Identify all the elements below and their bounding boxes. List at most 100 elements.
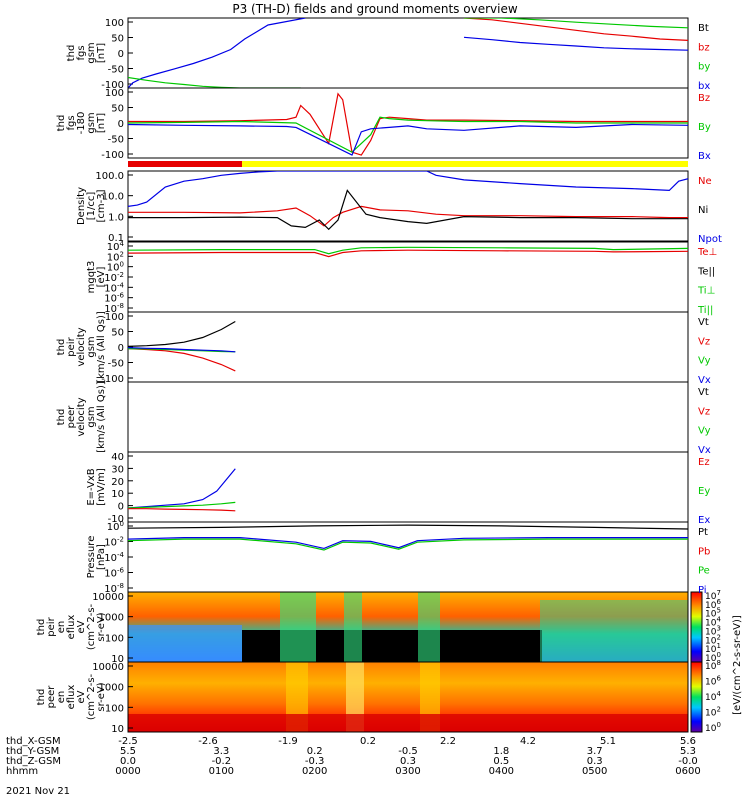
electron-spectrogram-ylabel: eV [76, 690, 87, 703]
ion-spectrogram-ylabel: sr-eV) [96, 612, 107, 641]
fgl-ylabel: [nT] [96, 113, 107, 133]
efield-ytick-label: 40 [111, 452, 124, 463]
x-tick-label: 0300 [395, 766, 420, 777]
efield-series-Ey [128, 501, 236, 509]
electron-spectrogram-ytick-label: 1000 [99, 683, 124, 694]
x-tick-label: 0.2 [360, 736, 376, 747]
fgl-ytick-label: 100 [105, 88, 124, 99]
electron-spectrogram-ylabel: sr-eV) [96, 682, 107, 711]
pressure-ylabel: Pressure [86, 536, 97, 579]
efield-ytick-label: -10 [108, 514, 124, 525]
plot-title: P3 (TH-D) fields and ground moments over… [232, 2, 517, 16]
ion-spectrogram-left-lowband [128, 625, 242, 662]
ion-velocity-ytick-label: -100 [101, 374, 124, 385]
fgl-ytick-label: -100 [101, 150, 124, 161]
ion-velocity-ytick-label: 50 [111, 328, 124, 339]
electron-spectrogram-ylabel: en [56, 691, 67, 704]
pressure-legend-Pe: Pe [698, 566, 710, 577]
pressure-ytick-label: 10-6 [104, 567, 124, 580]
ion-spectrogram-panel: 10000 1000 100 10 thd peir en eflux eV (cm^2-s-sr… [36, 589, 721, 665]
fgl-ytick-label: -50 [108, 135, 124, 146]
electron-velocity-legend-Vz: Vz [698, 406, 710, 417]
electron-velocity-ylabel: thd [56, 409, 67, 426]
pressure-ytick-label: 10-2 [104, 536, 124, 549]
ion-velocity-series-Vy [128, 348, 236, 353]
x-tick-label: 0200 [302, 766, 327, 777]
efield-series-Ex [128, 468, 236, 509]
ion-velocity-ylabel: gsm [86, 336, 97, 357]
fgl-ylabel: gsm [86, 112, 97, 133]
x-tick-label: 0600 [675, 766, 700, 777]
x-tick-label: -1.9 [278, 736, 298, 747]
density-ytick-label: 0.1 [108, 233, 124, 244]
ion-velocity-ylabel: [km/s (All Qs)] [96, 311, 107, 383]
fgl-ylabel: -180 [76, 112, 87, 135]
electron-spectrogram [128, 662, 688, 732]
x-row-label: thd_X-GSM [6, 736, 61, 747]
efield-ytick-label: 30 [111, 464, 124, 475]
x-tick-label: 5.5 [120, 746, 136, 757]
density-panel: 100.0 10.0 1.0 0.1 Density [1/cc] [cm-3] Ne Ni Np… [76, 170, 722, 245]
fgl-ylabel: fgs [66, 115, 77, 130]
efield-series-Ez [128, 508, 236, 512]
ion-spectrogram-ylabel: (cm^2-s- [86, 603, 97, 650]
ion-spectrogram-channel-1 [280, 592, 316, 662]
fgs-series-by [464, 18, 688, 29]
fgs-legend-bx: bx [698, 81, 710, 92]
efield-ylabel: E=-VxB [86, 468, 97, 505]
temperature-ylabel: mgqt3 [86, 261, 97, 294]
density-ytick-label: 100.0 [95, 171, 124, 182]
x-tick-label: 4.2 [520, 736, 536, 747]
efield-ytick-label: 0 [118, 502, 124, 513]
temperature-legend-Te⊥: Te⊥ [697, 247, 717, 258]
electron-velocity-frame [127, 381, 689, 453]
fgs-series-bx [128, 18, 306, 88]
x-tick-label: 2.2 [440, 736, 456, 747]
fgs-legend-Bt: Bt [698, 23, 709, 34]
fgs-ylabel: fgs [76, 45, 87, 60]
efield-ylabel: [mV/m] [96, 468, 107, 506]
density-ylabel: Density [76, 187, 87, 225]
ion-velocity-panel: 100 50 0 -50 -100 thd peir velocity gsm [km/s (Al… [56, 311, 711, 386]
fgs-ylabel: [nT] [96, 43, 107, 63]
pressure-series-Pt [128, 524, 688, 530]
electron-colorbar [690, 661, 703, 733]
fgs-ytick-label: 0 [118, 49, 124, 60]
electron-velocity-panel: thd peer velocity gsm [km/s (All Qs)] Vt Vz Vy V… [56, 381, 711, 456]
x-tick-label: -2.6 [198, 736, 218, 747]
fgl-ytick-label: 50 [111, 104, 124, 115]
density-series-Ni [128, 189, 688, 231]
electron-spectrogram-ylabel: eflux [66, 685, 77, 710]
density-ytick-label: 10.0 [102, 192, 124, 203]
x-tick-label: -0.0 [678, 756, 698, 767]
fgs-series-bz [463, 18, 688, 41]
x-tick-label: 0.2 [307, 746, 323, 757]
ion-spectrogram-ytick-label: 100 [105, 633, 124, 644]
electron-velocity-ylabel: gsm [86, 406, 97, 427]
x-tick-label: 0.5 [493, 756, 509, 767]
x-tick-label: 0500 [582, 766, 607, 777]
ion-spectrogram [128, 592, 688, 662]
ion-spectrogram-ylabel: thd [36, 619, 47, 636]
ion-velocity-ytick-label: 100 [105, 312, 124, 323]
electron-spectrogram-ytick-label: 10000 [92, 662, 124, 673]
fgl-series-Bz [128, 92, 688, 156]
electron-spectrogram-bottom [128, 714, 688, 732]
fgs-series-bx [463, 36, 688, 51]
x-tick-label: -2.5 [118, 736, 138, 747]
ion-spectrogram-ylabel: eV [76, 620, 87, 633]
fgs-ytick-label: -50 [108, 65, 124, 76]
fgs-legend-bz: bz [698, 42, 710, 53]
density-legend-Npot: Npot [698, 234, 722, 245]
electron-spectrogram-colorbar-tick: 104 [705, 690, 721, 703]
density-ylabel: [cm-3] [96, 189, 107, 222]
pressure-frame [127, 521, 689, 593]
electron-spectrogram-ytick-label: 100 [105, 703, 124, 714]
ion-spectrogram-channel-3 [418, 592, 440, 662]
x-tick-label: 5.1 [600, 736, 616, 747]
ion-velocity-ytick-label: -50 [108, 359, 124, 370]
density-frame [127, 170, 689, 242]
ion-velocity-series-Vx [128, 347, 236, 353]
temperature-series-Ti [128, 246, 688, 255]
efield-legend-Ez: Ez [698, 457, 710, 468]
